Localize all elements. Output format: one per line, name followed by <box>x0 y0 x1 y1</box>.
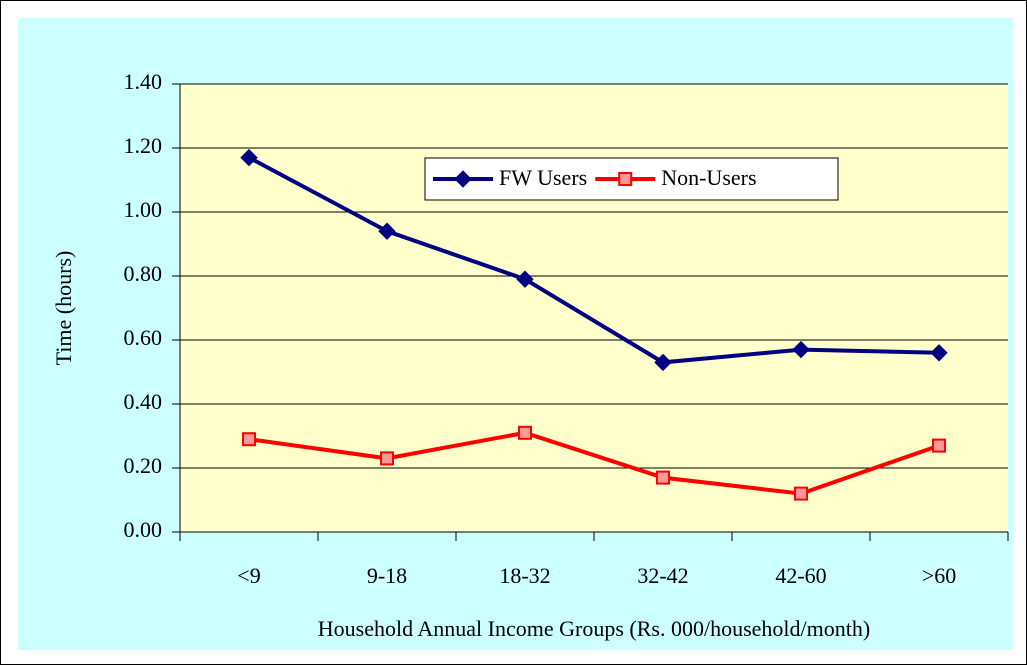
y-tick-label: 1.40 <box>124 69 163 94</box>
marker <box>240 148 258 167</box>
y-tick-label: 1.00 <box>124 197 163 222</box>
marker <box>380 451 394 466</box>
marker <box>242 432 256 447</box>
series-line <box>248 155 940 365</box>
y-tick-label: 0.20 <box>124 453 163 478</box>
x-tick-label: 9-18 <box>367 563 407 588</box>
x-tick-label: 32-42 <box>637 563 688 588</box>
legend-marker <box>618 172 633 186</box>
series-line <box>248 430 940 496</box>
legend-label: FW Users <box>499 165 587 190</box>
marker <box>654 353 672 372</box>
marker <box>932 438 946 453</box>
marker <box>930 344 948 362</box>
x-tick-label: >60 <box>922 563 956 588</box>
legend-marker <box>454 170 472 188</box>
x-tick-label: 42-60 <box>775 563 826 588</box>
y-axis-label: Time (hours) <box>51 251 76 366</box>
y-tick-label: 0.40 <box>124 389 163 414</box>
y-tick-label: 0.80 <box>124 261 163 286</box>
marker <box>792 340 810 359</box>
y-tick-label: 0.00 <box>124 517 163 542</box>
marker <box>656 470 670 485</box>
y-tick-label: 1.20 <box>124 133 163 158</box>
x-tick-label: 18-32 <box>499 563 550 588</box>
marker <box>794 486 808 501</box>
legend-label: Non-Users <box>661 165 756 190</box>
y-tick-label: 0.60 <box>124 325 163 350</box>
marker <box>378 222 396 240</box>
marker <box>518 425 532 440</box>
x-axis-label: Household Annual Income Groups (Rs. 000/… <box>318 616 870 641</box>
marker <box>516 270 534 288</box>
x-tick-label: <9 <box>237 563 260 588</box>
